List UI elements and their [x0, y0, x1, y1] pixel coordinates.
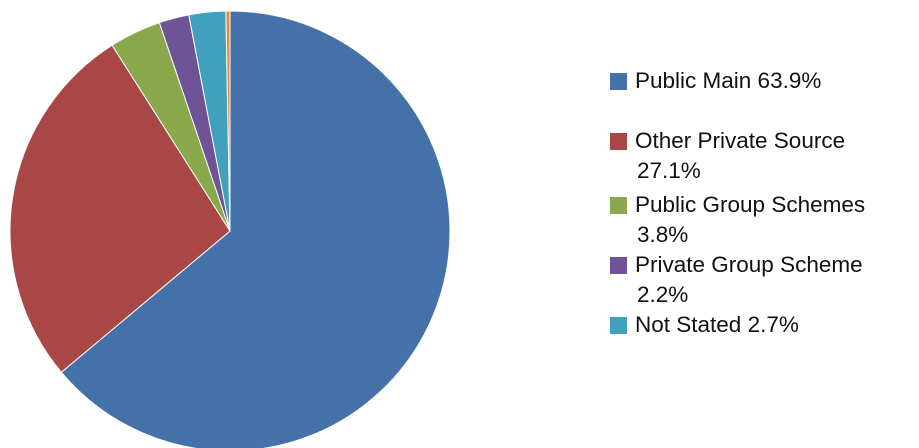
- legend-swatch-public-group-schemes: [610, 197, 627, 214]
- legend-label-public-group-schemes: Public Group Schemes: [635, 190, 915, 220]
- legend-item-public-main: Public Main 63.9%: [610, 66, 915, 96]
- legend-item-public-group-schemes: Public Group Schemes 3.8%: [610, 190, 915, 250]
- legend-item-not-stated: Not Stated 2.7%: [610, 310, 915, 340]
- legend-value-public-group-schemes: 3.8%: [635, 220, 915, 250]
- legend-label-not-stated: Not Stated 2.7%: [635, 310, 915, 340]
- legend-item-private-group-scheme: Private Group Scheme 2.2%: [610, 250, 915, 310]
- legend-value-private-group-scheme: 2.2%: [635, 280, 915, 310]
- legend-label-public-main: Public Main 63.9%: [635, 66, 915, 96]
- legend-swatch-public-main: [610, 73, 627, 90]
- legend-swatch-private-group-scheme: [610, 257, 627, 274]
- legend-value-other-private-source: 27.1%: [635, 156, 915, 186]
- legend-swatch-not-stated: [610, 317, 627, 334]
- legend-label-other-private-source: Other Private Source: [635, 126, 915, 156]
- legend-item-other-private-source: Other Private Source 27.1%: [610, 126, 915, 186]
- legend-swatch-other-private-source: [610, 133, 627, 150]
- legend: Public Main 63.9% Other Private Source 2…: [610, 66, 915, 340]
- legend-label-private-group-scheme: Private Group Scheme: [635, 250, 915, 280]
- pie-chart: [0, 0, 600, 448]
